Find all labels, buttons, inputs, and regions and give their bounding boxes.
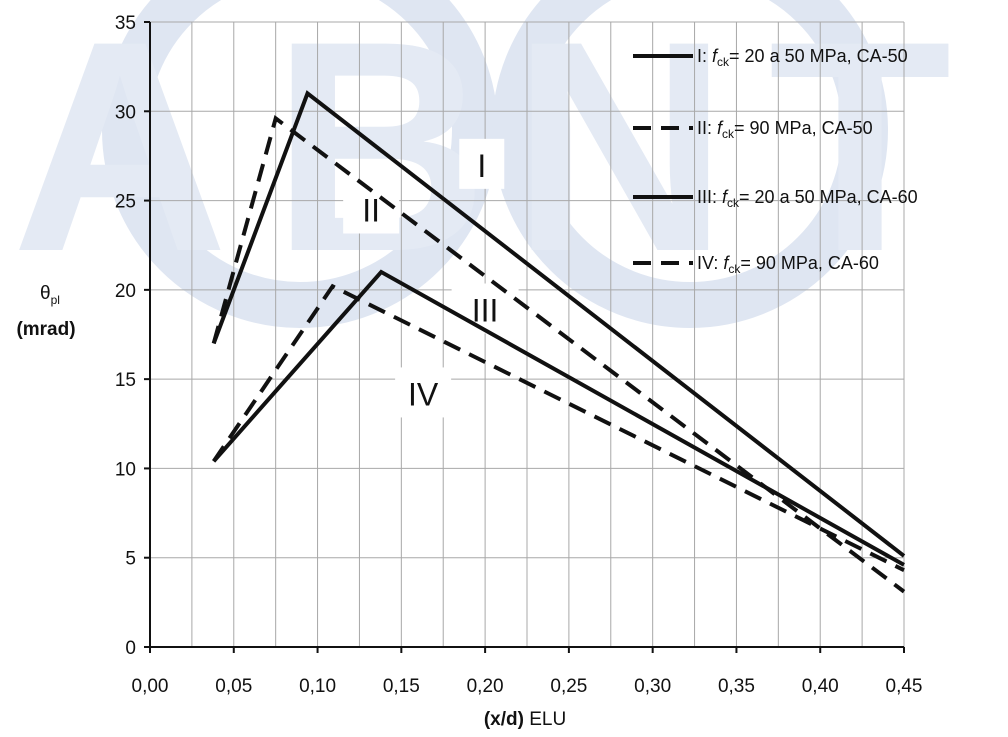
watermark-ring-right [492, 0, 888, 328]
y-tick-label: 20 [115, 281, 136, 302]
watermark-letter: T [768, 0, 951, 314]
x-tick-label: 0,40 [802, 676, 839, 697]
x-tick-label: 0,25 [550, 676, 587, 697]
x-tick-label: 0,20 [467, 676, 504, 697]
legend-label-i: I: fck= 20 a 50 MPa, CA-50 [697, 46, 908, 69]
region-label-background [395, 367, 452, 418]
y-tick-label: 30 [115, 102, 136, 123]
x-tick-label: 0,10 [299, 676, 336, 697]
y-tick-labels: 0 5 10 15 20 25 30 35 [115, 13, 136, 659]
y-tick-label: 0 [125, 638, 136, 659]
x-tick-label: 0,35 [718, 676, 755, 697]
region-label-iv: IV [408, 376, 439, 412]
region-label-iii: III [472, 293, 499, 329]
region-label-background [459, 138, 505, 189]
y-tick-label: 25 [115, 192, 136, 213]
region-label-ii: II [362, 193, 380, 229]
series-line-iii [212, 269, 905, 567]
series-line-ii [211, 115, 906, 594]
x-tick-label: 0,45 [886, 676, 923, 697]
region-label-i: I [477, 148, 486, 184]
y-tick-label: 35 [115, 13, 136, 34]
legend-label-ii: II: fck= 90 MPa, CA-50 [697, 118, 873, 141]
legend: I: fck= 20 a 50 MPa, CA-50 II: fck= 90 MP… [633, 46, 918, 276]
x-tick-label: 0,15 [383, 676, 420, 697]
series-line-iv [212, 283, 905, 572]
watermark-letter: B [272, 0, 489, 314]
y-axis-unit: (mrad) [16, 319, 75, 340]
y-tick-label: 15 [115, 370, 136, 391]
y-tick-label: 5 [125, 549, 136, 570]
y-tick-label: 10 [115, 459, 136, 480]
x-axis-title: (x/d) ELU [484, 709, 566, 730]
x-tick-label: 0,30 [634, 676, 671, 697]
y-axis-symbol: θpl [40, 283, 60, 307]
series-line-i [211, 90, 906, 558]
x-tick-label: 0,00 [132, 676, 169, 697]
watermark-ring-left [102, 0, 498, 328]
grid [149, 21, 905, 648]
region-label-background [451, 283, 519, 334]
watermark-letter: N [512, 0, 729, 314]
legend-label-iii: III: fck= 20 a 50 MPa, CA-60 [697, 187, 918, 210]
x-tick-label: 0,05 [215, 676, 252, 697]
series-lines [211, 90, 906, 594]
watermark-letter: A [12, 0, 229, 314]
x-tick-labels: 0,00 0,05 0,10 0,15 0,20 0,25 0,30 0,35 0,40 0,45 [132, 676, 923, 697]
axes [144, 21, 905, 653]
legend-label-iv: IV: fck= 90 MPa, CA-60 [697, 253, 879, 276]
